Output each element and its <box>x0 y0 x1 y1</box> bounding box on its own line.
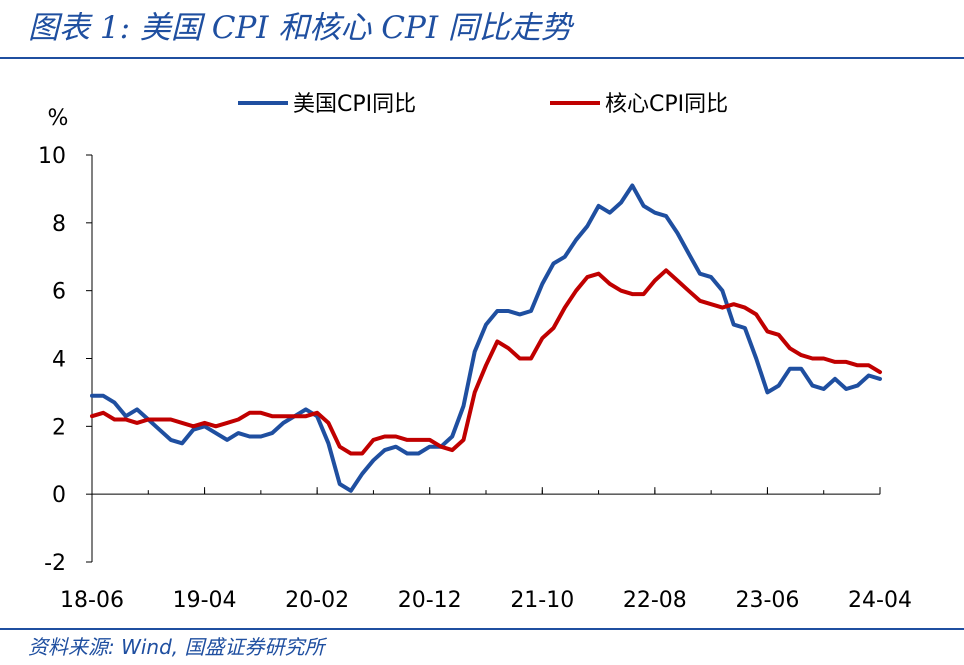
x-tick-label: 20-12 <box>398 588 462 613</box>
y-tick-label: 0 <box>52 483 66 508</box>
x-tick-label: 18-06 <box>60 588 124 613</box>
series-line-cpi <box>90 183 882 493</box>
x-tick-label: 19-04 <box>173 588 237 613</box>
source-note: 资料来源: Wind, 国盛证券研究所 <box>28 635 325 659</box>
chart-axes: -2 0 2 4 6 8 10% 18-06 19-04 20-02 20-12 21-10 22-08… <box>38 106 912 613</box>
legend-label: 核心CPI同比 <box>605 92 728 117</box>
x-tick-label: 21-10 <box>510 588 574 613</box>
y-tick-label: 2 <box>52 415 66 440</box>
x-tick-label: 24-04 <box>848 588 912 613</box>
x-tick-label: 22-08 <box>623 588 687 613</box>
y-axis-label: % <box>48 106 69 131</box>
y-tick-label: 6 <box>52 280 66 305</box>
y-tick-label: -2 <box>44 551 66 576</box>
line-chart: -2 0 2 4 6 8 10% 18-06 19-04 20-02 20-12 21-10 22-08… <box>38 92 912 613</box>
x-tick-label: 20-02 <box>285 588 349 613</box>
y-tick-label: 4 <box>52 348 66 373</box>
chart-series <box>90 183 882 493</box>
chart-legend: 美国CPI同比 核心CPI同比 <box>238 92 728 117</box>
title-rule <box>0 57 964 59</box>
y-tick-label: 8 <box>52 212 66 237</box>
x-tick-label: 23-06 <box>735 588 799 613</box>
source-rule <box>0 628 964 630</box>
series-line-core-cpi <box>90 268 882 456</box>
legend-label: 美国CPI同比 <box>293 92 416 117</box>
y-tick-label: 10 <box>38 144 66 169</box>
figure-title: 图表 1: 美国 CPI 和核心 CPI 同比走势 <box>28 10 572 46</box>
